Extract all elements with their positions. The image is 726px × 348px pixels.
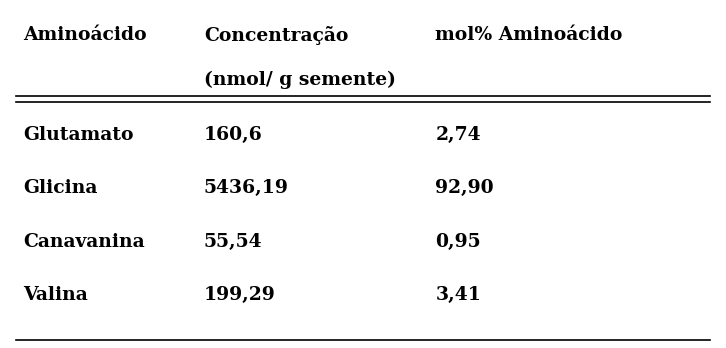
Text: Valina: Valina: [23, 286, 88, 304]
Text: 3,41: 3,41: [436, 286, 481, 304]
Text: 92,90: 92,90: [436, 179, 494, 197]
Text: Aminoácido: Aminoácido: [23, 25, 147, 44]
Text: 2,74: 2,74: [436, 126, 481, 144]
Text: Canavanina: Canavanina: [23, 233, 144, 251]
Text: 0,95: 0,95: [436, 233, 481, 251]
Text: Glicina: Glicina: [23, 179, 97, 197]
Text: Glutamato: Glutamato: [23, 126, 134, 144]
Text: 160,6: 160,6: [204, 126, 263, 144]
Text: 5436,19: 5436,19: [204, 179, 289, 197]
Text: 55,54: 55,54: [204, 233, 263, 251]
Text: (nmol/ g semente): (nmol/ g semente): [204, 70, 396, 89]
Text: mol% Aminoácido: mol% Aminoácido: [436, 25, 623, 44]
Text: 199,29: 199,29: [204, 286, 276, 304]
Text: Concentração: Concentração: [204, 25, 348, 45]
